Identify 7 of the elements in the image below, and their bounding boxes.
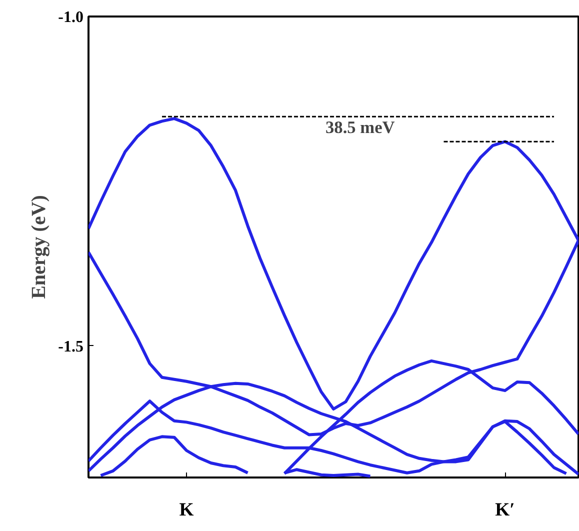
x-tick-label: K [179,500,194,520]
y-tick-label: -1.0 [58,9,84,26]
x-tick-label: K′ [495,500,515,520]
line-series [99,435,250,478]
annotation: 38.5 meV [326,118,396,137]
y-axis-title: Energy (eV) [28,195,50,299]
y-tick-label: -1.5 [58,338,84,356]
